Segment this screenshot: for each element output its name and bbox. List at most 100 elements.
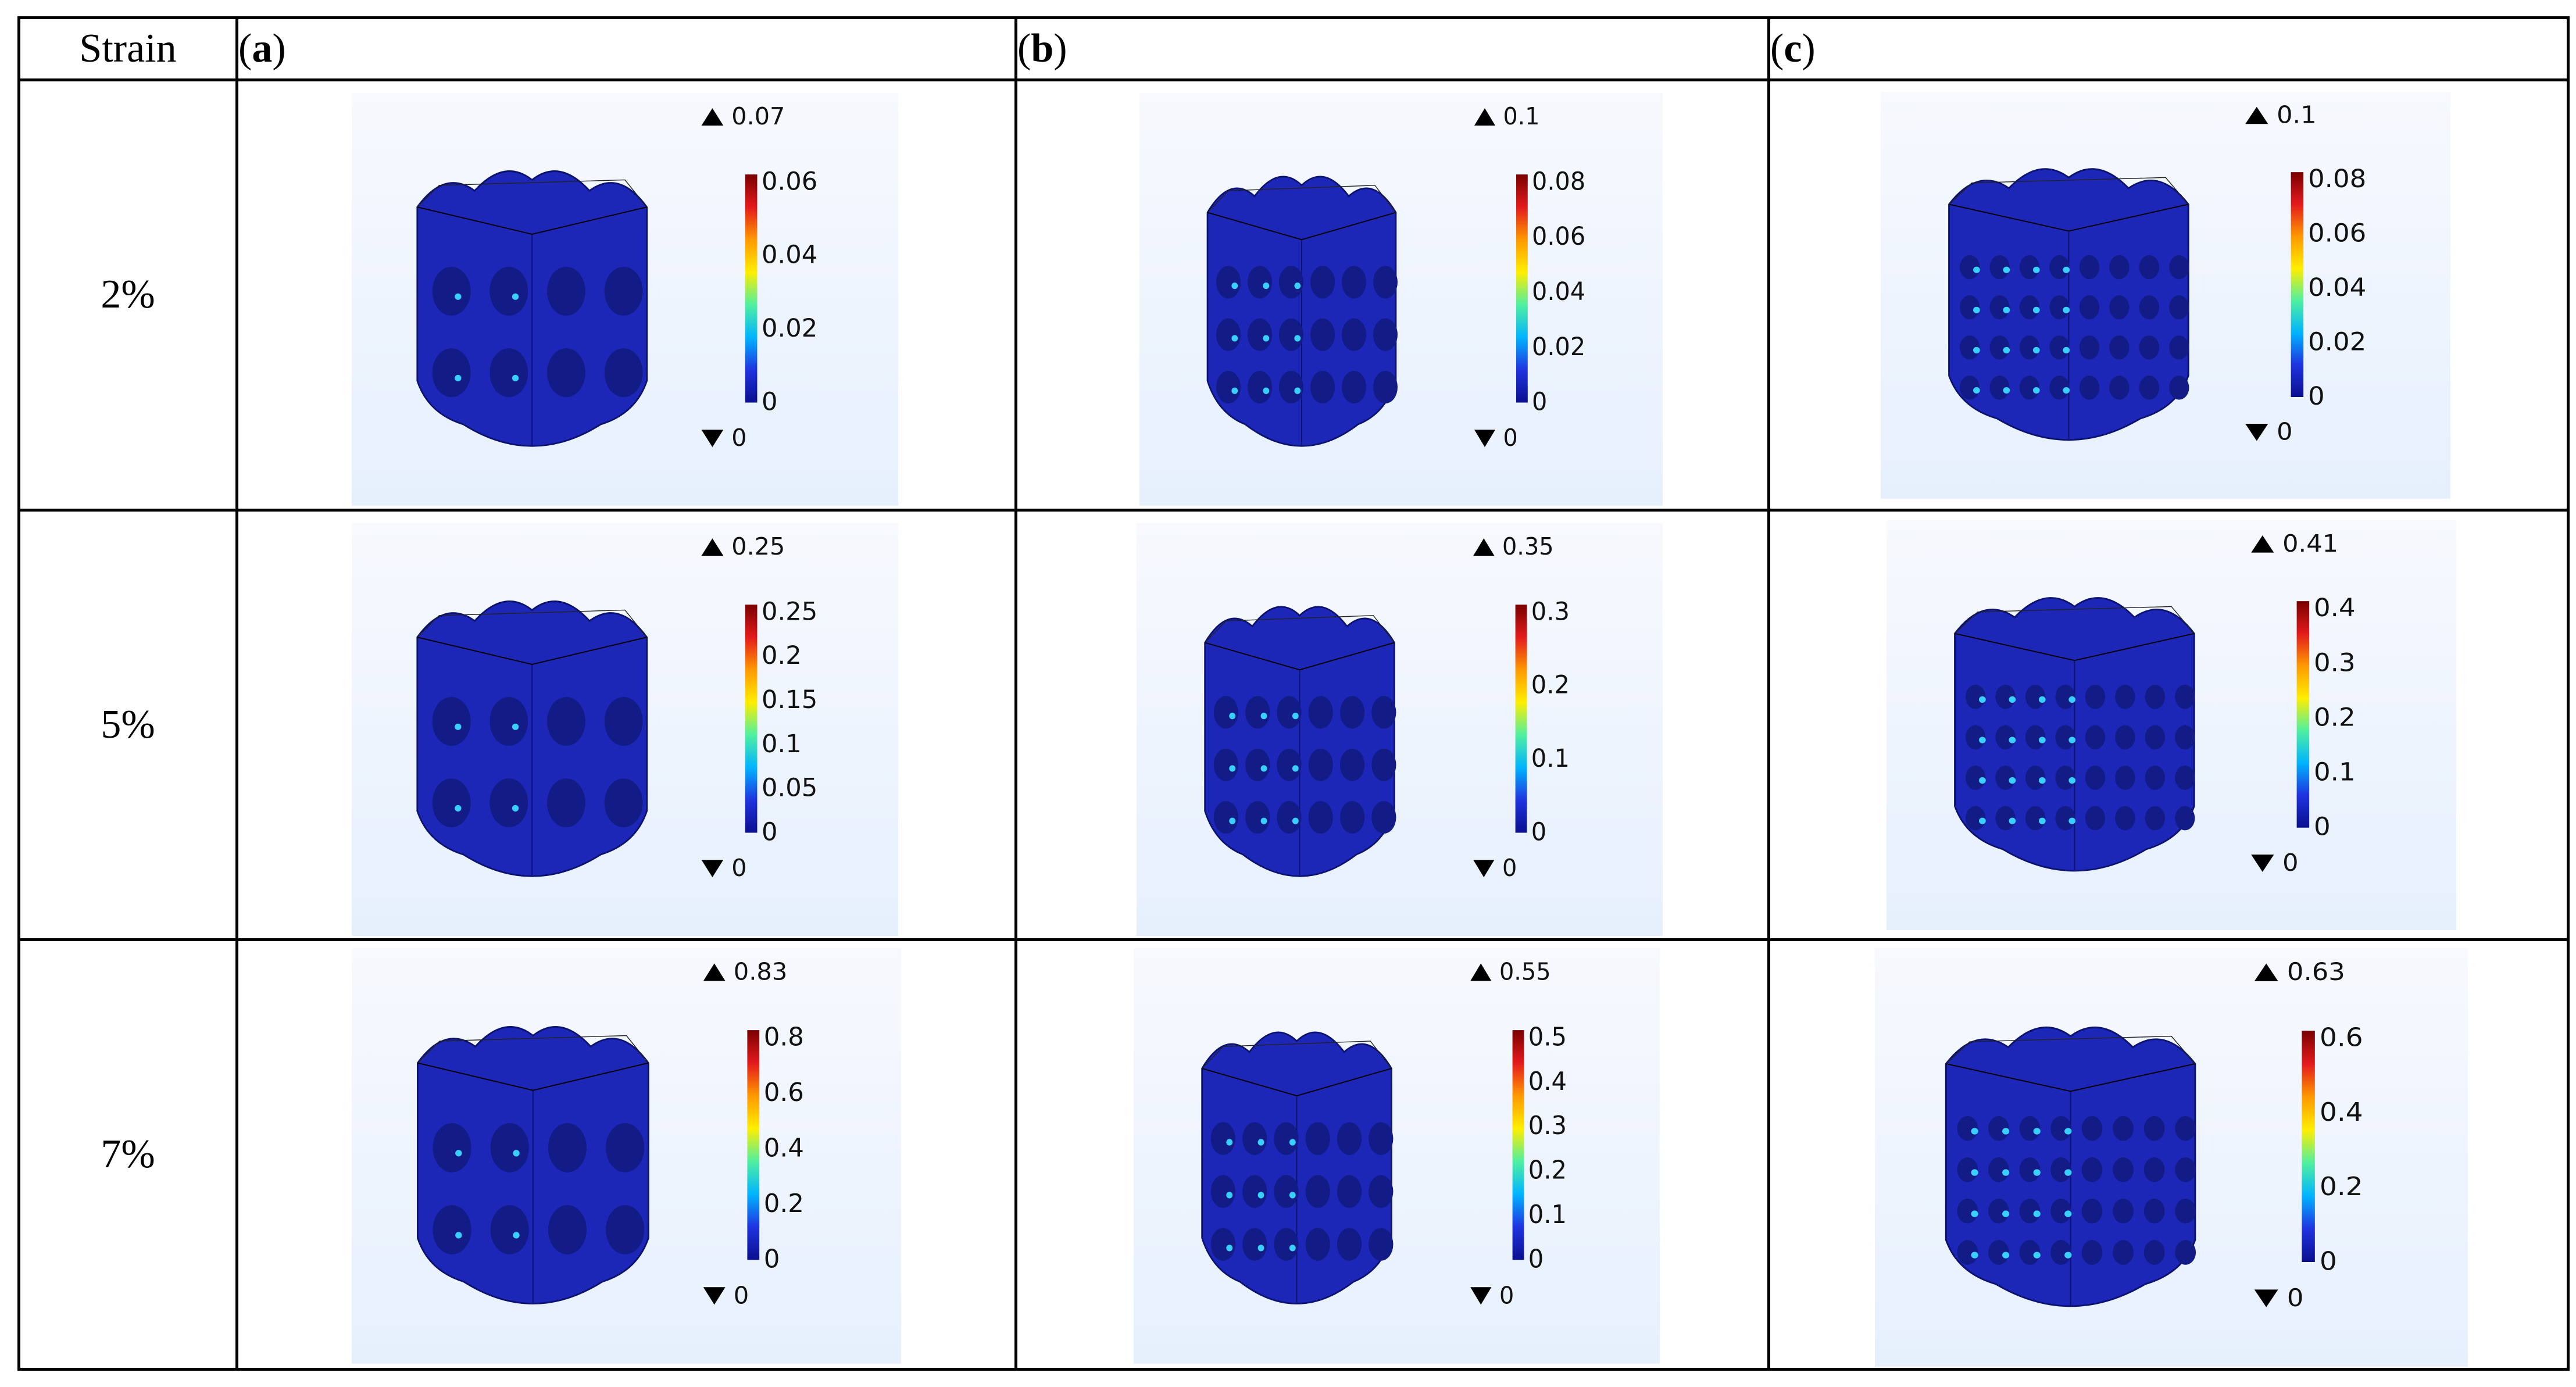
lattice-cube xyxy=(1201,1031,1394,1304)
max-triangle-icon xyxy=(701,108,724,126)
legend-min-value: 0 xyxy=(2282,849,2298,877)
min-triangle-icon xyxy=(1470,1287,1492,1305)
min-triangle-icon xyxy=(1473,859,1495,877)
legend-tick-label: 0.06 xyxy=(2308,219,2366,248)
panel-a: 0.07 0 0.06 0.04 0.02 0 xyxy=(235,78,1017,512)
column-header-b: (b) xyxy=(1014,16,1770,82)
min-triangle-icon xyxy=(701,859,724,877)
strain-label: 5% xyxy=(17,508,238,941)
legend-tick-label: 0.3 xyxy=(1528,1111,1567,1141)
legend-tick-label: 0.2 xyxy=(2314,703,2356,732)
strain-label: 2% xyxy=(17,78,238,512)
legend-min-value: 0 xyxy=(1502,853,1517,882)
tpms-structure: 0.41 0 0.4 0.3 0.2 0.1 0 xyxy=(1954,529,2356,877)
legend-tick-label: 0.4 xyxy=(764,1134,804,1163)
legend-tick-label: 0.08 xyxy=(2308,165,2366,194)
strain-row-5: 5% 0.25 0 0.25 0.2 0.15 0.1 0.05 0 0.35 0 0.3 0.2 0… xyxy=(17,508,2570,941)
legend-min-value: 0 xyxy=(2277,418,2292,445)
column-header-a: (a) xyxy=(235,16,1017,82)
legend-tick-label: 0.1 xyxy=(762,730,802,759)
legend-max-value: 0.1 xyxy=(1503,103,1540,131)
max-triangle-icon xyxy=(703,963,726,981)
legend-tick-label: 0.8 xyxy=(764,1023,804,1052)
legend-tick-label: 0.25 xyxy=(762,597,817,626)
legend-tick-label: 0 xyxy=(764,1245,780,1274)
legend-min-value: 0 xyxy=(1499,1281,1514,1310)
legend-tick-label: 0.05 xyxy=(762,773,817,802)
column-header-c: (c) xyxy=(1767,16,2570,82)
min-triangle-icon xyxy=(2251,854,2274,872)
legend-tick-label: 0.6 xyxy=(2320,1023,2363,1052)
legend-tick-label: 0.06 xyxy=(762,167,817,196)
lattice-cube xyxy=(1204,606,1396,877)
legend-tick-label: 0.02 xyxy=(762,314,817,344)
legend-tick-label: 0 xyxy=(1528,1245,1544,1274)
min-triangle-icon xyxy=(2245,424,2268,441)
strain-label: 7% xyxy=(17,938,238,1371)
panel-b: 0.1 0 0.08 0.06 0.04 0.02 0 xyxy=(1014,78,1770,512)
max-triangle-icon xyxy=(2245,107,2268,124)
legend-tick-label: 0 xyxy=(2308,382,2325,410)
tpms-structure: 0.35 0 0.3 0.2 0.1 0 xyxy=(1204,532,1570,882)
stress-contour-plot: 0.83 0 0.8 0.6 0.4 0.2 0 xyxy=(352,948,901,1364)
legend-min-value: 0 xyxy=(2287,1284,2304,1312)
legend-tick-label: 0.3 xyxy=(1531,596,1570,625)
lattice-cube xyxy=(1948,168,2189,441)
tpms-structure: 0.83 0 0.8 0.6 0.4 0.2 0 xyxy=(416,957,804,1309)
legend-tick-label: 0 xyxy=(2320,1246,2337,1276)
legend-max-value: 0.41 xyxy=(2282,529,2338,557)
panel-b: 0.55 0 0.5 0.4 0.3 0.2 0.1 0 xyxy=(1014,938,1770,1371)
legend-tick-label: 0.3 xyxy=(2314,648,2356,677)
min-triangle-icon xyxy=(703,1287,726,1305)
strain-header: Strain xyxy=(17,16,238,82)
legend-tick-label: 0 xyxy=(2314,812,2331,841)
legend-tick-label: 0.2 xyxy=(762,641,802,670)
figure-table: Strain (a) (b) (c) 2% 0.07 0 0.06 0.04 0.02 0… xyxy=(17,16,2570,1371)
min-triangle-icon xyxy=(1474,430,1495,448)
legend-tick-label: 0.5 xyxy=(1528,1023,1567,1052)
strain-row-2: 2% 0.07 0 0.06 0.04 0.02 0 0.1 0 0.08 0.06 0.04 0.… xyxy=(17,78,2570,512)
header-row: Strain (a) (b) (c) xyxy=(17,16,2570,82)
legend-tick-label: 0 xyxy=(762,388,778,417)
max-triangle-icon xyxy=(2254,963,2278,981)
legend-tick-label: 0.4 xyxy=(1528,1067,1567,1096)
legend-tick-label: 0.08 xyxy=(1532,167,1585,196)
lattice-cube xyxy=(1206,176,1398,447)
legend-tick-label: 0.2 xyxy=(764,1189,804,1218)
panel-c: 0.63 0 0.6 0.4 0.2 0 xyxy=(1767,938,2570,1371)
legend-max-value: 0.63 xyxy=(2287,958,2345,986)
legend-min-value: 0 xyxy=(731,854,746,882)
min-triangle-icon xyxy=(701,430,724,448)
tpms-structure: 0.1 0 0.08 0.06 0.04 0.02 0 xyxy=(1206,103,1585,452)
tpms-structure: 0.63 0 0.6 0.4 0.2 0 xyxy=(1945,958,2363,1312)
lattice-cube xyxy=(416,170,648,447)
legend-tick-label: 0.1 xyxy=(1531,743,1570,773)
lattice-cube xyxy=(416,600,648,877)
stress-contour-plot: 0.63 0 0.6 0.4 0.2 0 xyxy=(1875,948,2468,1367)
legend-tick-label: 0.2 xyxy=(1528,1156,1567,1185)
stress-contour-plot: 0.41 0 0.4 0.3 0.2 0.1 0 xyxy=(1887,520,2456,930)
legend-tick-label: 0 xyxy=(1532,387,1547,416)
max-triangle-icon xyxy=(2251,535,2274,553)
min-triangle-icon xyxy=(2254,1289,2278,1307)
panel-c: 0.1 0 0.08 0.06 0.04 0.02 0 xyxy=(1767,78,2570,512)
stress-contour-plot: 0.07 0 0.06 0.04 0.02 0 xyxy=(352,93,898,506)
panel-c: 0.41 0 0.4 0.3 0.2 0.1 0 xyxy=(1767,508,2570,941)
legend-tick-label: 0.4 xyxy=(2314,594,2356,623)
legend-tick-label: 0 xyxy=(762,817,778,846)
legend-tick-label: 0.04 xyxy=(2308,273,2366,302)
legend-max-value: 0.55 xyxy=(1499,957,1551,986)
lattice-cube xyxy=(1954,596,2195,871)
legend-tick-label: 0.2 xyxy=(1531,670,1570,699)
legend-tick-label: 0.06 xyxy=(1532,222,1585,251)
lattice-cube xyxy=(416,1025,649,1304)
legend-max-value: 0.83 xyxy=(734,957,788,985)
legend-min-value: 0 xyxy=(734,1281,749,1309)
legend-max-value: 0.25 xyxy=(731,532,785,560)
legend-tick-label: 0.02 xyxy=(2308,328,2366,356)
panel-a: 0.83 0 0.8 0.6 0.4 0.2 0 xyxy=(235,938,1017,1371)
legend-tick-label: 0.6 xyxy=(764,1078,804,1107)
max-triangle-icon xyxy=(701,538,724,556)
tpms-structure: 0.1 0 0.08 0.06 0.04 0.02 0 xyxy=(1948,101,2366,446)
legend-min-value: 0 xyxy=(1503,424,1518,452)
